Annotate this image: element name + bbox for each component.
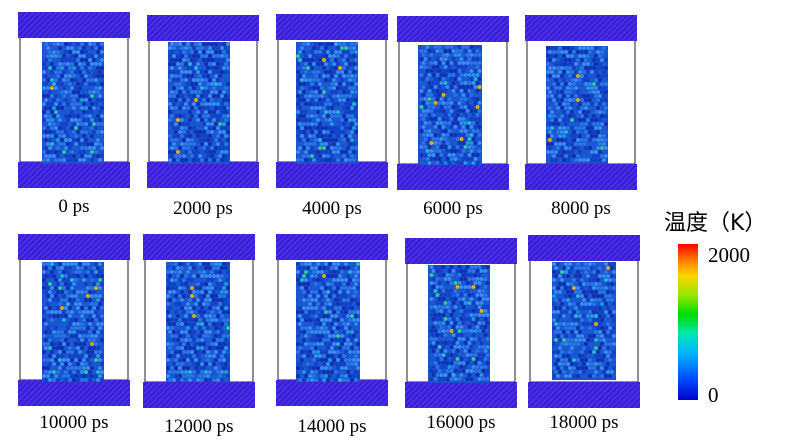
temperature-colorbar [678, 244, 698, 400]
sample-body [42, 262, 104, 382]
atom-cluster [546, 46, 608, 162]
snapshot-panel: 14000 ps [276, 234, 388, 437]
time-label: 18000 ps [549, 412, 618, 433]
top-electrode [18, 234, 130, 260]
sample-body [296, 262, 360, 382]
snapshot-panel: 18000 ps [528, 235, 640, 433]
top-electrode [528, 235, 640, 261]
time-label: 10000 ps [39, 412, 108, 433]
top-electrode [397, 16, 509, 42]
atom-cluster [419, 45, 482, 165]
snapshot-panel: 0 ps [18, 12, 130, 217]
time-label: 8000 ps [551, 198, 611, 219]
bottom-electrode [525, 164, 637, 190]
legend-title: 温度（K） [664, 211, 767, 236]
snapshot-panel: 4000 ps [276, 14, 388, 219]
time-label: 0 ps [58, 196, 89, 217]
snapshot-panel: 12000 ps [143, 234, 255, 437]
snapshot-panel: 2000 ps [147, 15, 259, 219]
time-label: 2000 ps [173, 198, 233, 219]
snapshot-panel: 10000 ps [18, 234, 130, 433]
sample-body [418, 45, 482, 165]
top-electrode [143, 234, 255, 260]
atom-cluster [429, 265, 490, 381]
atom-cluster [296, 262, 360, 382]
legend-min-label: 0 [708, 383, 719, 407]
time-label: 12000 ps [164, 416, 233, 437]
bottom-electrode [147, 162, 259, 188]
atom-cluster [42, 262, 104, 382]
top-electrode [147, 15, 259, 41]
top-electrode [276, 234, 388, 260]
bottom-electrode [276, 380, 388, 406]
time-label: 6000 ps [423, 198, 483, 219]
time-label: 14000 ps [297, 416, 366, 437]
bottom-electrode [405, 382, 517, 408]
legend-max-label: 2000 [708, 243, 750, 267]
atom-cluster [42, 42, 104, 162]
bottom-electrode [18, 380, 130, 406]
atom-cluster [168, 42, 230, 162]
bottom-electrode [397, 164, 509, 190]
time-label: 4000 ps [302, 198, 362, 219]
bottom-electrode [276, 162, 388, 188]
atom-cluster [166, 262, 230, 382]
sample-body [166, 262, 230, 382]
atom-cluster [296, 42, 358, 162]
bottom-electrode [18, 162, 130, 188]
snapshot-panel: 6000 ps [397, 16, 509, 219]
snapshot-panel: 16000 ps [405, 238, 517, 433]
top-electrode [18, 12, 130, 38]
bottom-electrode [528, 382, 640, 408]
atom-cluster [552, 262, 616, 378]
top-electrode [276, 14, 388, 40]
top-electrode [525, 15, 637, 41]
bottom-electrode [143, 382, 255, 408]
top-electrode [405, 238, 517, 264]
snapshot-panel: 8000 ps [525, 15, 637, 219]
time-label: 16000 ps [426, 412, 495, 433]
